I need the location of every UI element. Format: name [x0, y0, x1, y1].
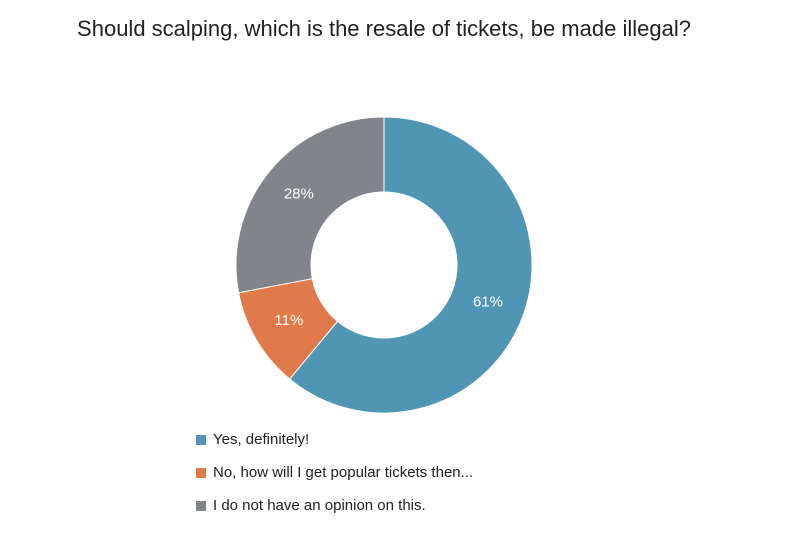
legend-label: Yes, definitely!: [213, 431, 309, 448]
data-label: 28%: [284, 186, 314, 203]
legend-label: No, how will I get popular tickets then.…: [213, 464, 473, 481]
legend-swatch: [196, 435, 206, 445]
chart-title: Should scalping, which is the resale of …: [77, 16, 691, 41]
data-label: 61%: [473, 293, 503, 310]
legend-swatch: [196, 468, 206, 478]
legend-swatch: [196, 501, 206, 511]
donut-slice: [235, 116, 385, 294]
legend-label: I do not have an opinion on this.: [213, 497, 426, 514]
data-label: 11%: [274, 312, 303, 329]
donut-slice: [288, 116, 533, 414]
